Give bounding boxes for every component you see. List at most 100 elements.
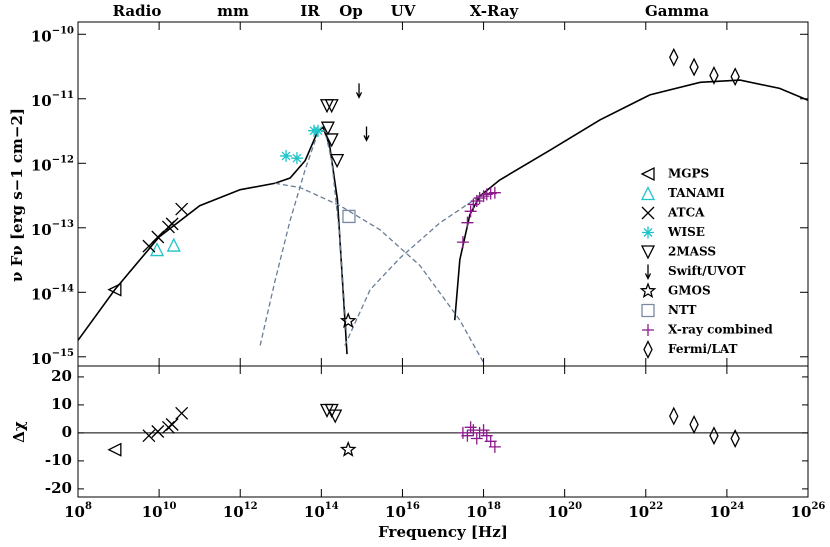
marker-cross (175, 202, 189, 216)
legend-label: 2MASS (668, 245, 716, 259)
marker-diamond (669, 47, 679, 67)
legend-marker (640, 186, 656, 201)
marker-asterisk (280, 149, 293, 162)
marker-triangle-left (107, 442, 122, 457)
x-tick-label: 1010 (142, 501, 177, 522)
marker-diamond (709, 426, 719, 446)
x-tick-label: 1018 (466, 501, 501, 522)
x-tick-label: 1020 (547, 501, 582, 522)
marker-cross (151, 230, 165, 244)
legend-label: NTT (668, 303, 696, 317)
marker-asterisk (312, 124, 325, 137)
marker-diamond (730, 429, 740, 448)
marker-star (339, 440, 357, 457)
legend-label: Swift/UVOT (668, 264, 746, 278)
marker-triangle-down (324, 133, 339, 148)
model-component (274, 182, 484, 363)
x-tick-label: 1012 (223, 501, 258, 522)
marker-diamond (709, 65, 719, 85)
legend-marker (642, 226, 654, 239)
bottom-panel (77, 365, 809, 498)
marker-arrow-down (363, 126, 370, 142)
y-tick-label: 20 (51, 367, 72, 385)
marker-plus (477, 190, 490, 203)
x-tick-label: 1014 (304, 501, 339, 522)
y-axis-label: Δχ (10, 421, 28, 443)
y-tick-label: 10−15 (31, 347, 74, 368)
y-tick-label: 10−10 (31, 25, 74, 46)
x-axis-label: Frequency [Hz] (378, 523, 508, 541)
y-tick-label: 10−12 (31, 154, 74, 175)
marker-plus (461, 429, 474, 442)
legend-label: X-ray combined (668, 323, 773, 337)
legend-label: TANAMI (668, 186, 725, 200)
marker-plus (467, 424, 480, 437)
x-tick-label: 1016 (385, 501, 420, 522)
marker-triangle-left (107, 282, 122, 297)
legend-label: Fermi/LAT (668, 342, 738, 356)
y-tick-label: 0 (62, 423, 72, 441)
band-label: Radio (113, 2, 162, 20)
y-tick-label: 10 (51, 395, 72, 413)
marker-plus (464, 421, 477, 434)
y-tick-label: 10−11 (31, 89, 74, 110)
marker-plus (456, 236, 469, 249)
marker-plus (488, 186, 501, 199)
y-axis-label: ν Fν [erg s−1 cm−2] (8, 108, 26, 282)
y-tick-label: 10−14 (31, 283, 74, 304)
x-tick-label: 1022 (628, 501, 663, 522)
band-label: IR (300, 2, 320, 20)
y-tick-label: -20 (45, 479, 72, 497)
marker-triangle-down (328, 409, 343, 424)
band-label: UV (391, 2, 416, 20)
legend-label: WISE (667, 225, 705, 239)
marker-square (342, 209, 356, 224)
band-label: Gamma (645, 2, 709, 20)
marker-triangle-down (330, 153, 345, 169)
x-tick-label: 108 (64, 501, 92, 522)
x-tick-label: 1026 (791, 501, 826, 522)
y-tick-label: 10−13 (31, 218, 74, 239)
marker-plus (488, 440, 501, 453)
legend-marker (640, 245, 656, 260)
legend-marker (640, 166, 655, 182)
marker-arrow-down (355, 83, 363, 99)
marker-diamond (689, 57, 699, 77)
marker-diamond (689, 415, 699, 434)
x-tick-label: 1024 (709, 501, 744, 522)
legend-marker (641, 206, 655, 220)
y-tick-label: -10 (45, 451, 72, 469)
marker-triangle-up (166, 237, 181, 252)
band-label: mm (217, 2, 249, 20)
marker-plus (464, 205, 477, 218)
legend-marker (643, 340, 653, 359)
model-component (344, 195, 481, 346)
band-label: Op (339, 2, 363, 20)
legend-marker (642, 324, 654, 336)
legend-label: ATCA (667, 206, 705, 220)
marker-plus (470, 195, 483, 208)
legend-marker (641, 303, 655, 318)
band-label: X-Ray (470, 2, 520, 20)
marker-cross (175, 406, 189, 420)
marker-triangle-up (150, 242, 165, 257)
marker-cross (151, 425, 165, 438)
legend-label: MGPS (668, 167, 709, 181)
marker-triangle-down (324, 99, 339, 114)
marker-diamond (730, 67, 740, 87)
marker-asterisk (290, 152, 303, 165)
marker-triangle-down (320, 121, 335, 136)
marker-star (339, 312, 357, 329)
marker-plus (477, 424, 490, 437)
top-plot (78, 47, 808, 363)
marker-plus (461, 216, 474, 229)
marker-cross (165, 418, 179, 431)
legend-marker (639, 282, 657, 299)
marker-plus (470, 432, 483, 445)
marker-cross (161, 420, 175, 434)
marker-diamond (669, 406, 679, 426)
marker-cross (165, 217, 179, 231)
legend-marker (644, 264, 652, 280)
